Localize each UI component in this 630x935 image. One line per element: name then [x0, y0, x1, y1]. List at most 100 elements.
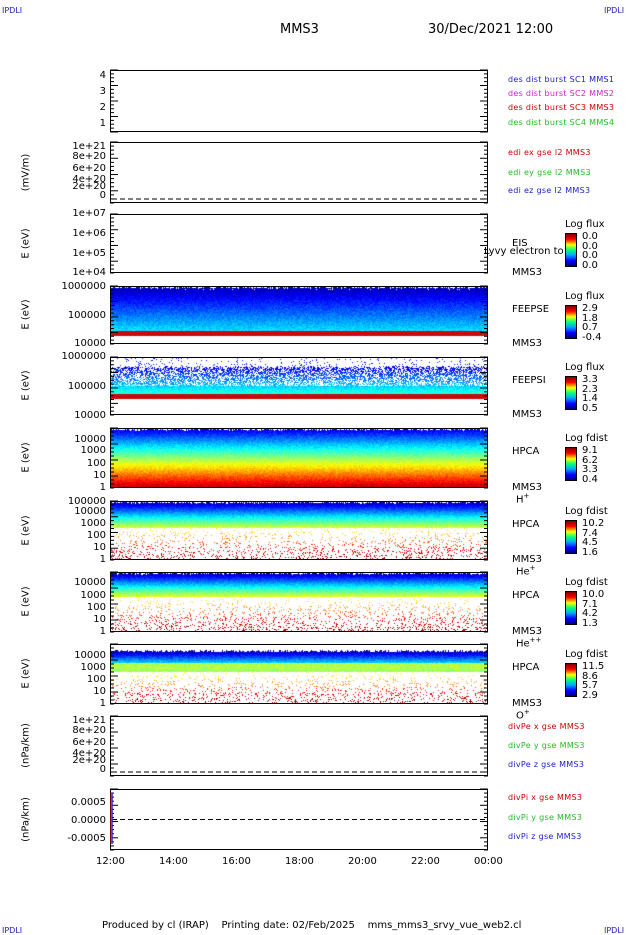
colorbar-value: 2.9: [582, 689, 598, 701]
colorbar-value: 7.4: [582, 527, 598, 539]
y-axis-label: (mV/m): [20, 153, 32, 191]
y-axis-label: (nPa/km): [20, 796, 32, 842]
y-tick-label: 100000: [67, 310, 106, 321]
y-tick-label: 10: [93, 614, 106, 625]
y-tick-label: 0.0005: [71, 797, 106, 808]
y-axis-label: E (eV): [20, 299, 32, 330]
colorbar-title: Log fdist: [565, 649, 608, 660]
plot-panel-divpe: [110, 716, 488, 776]
colorbar-value: 1.3: [582, 617, 598, 629]
plot-panel-hpca-hepp: [110, 572, 488, 632]
colorbar-value: 10.2: [582, 518, 605, 529]
colorbar-value: 0.5: [582, 402, 598, 414]
legend-entry: edi ez gse l2 MMS3: [508, 186, 591, 195]
colorbar-value: 0.4: [582, 473, 598, 485]
y-tick-label: 1e+21: [72, 141, 106, 152]
datetime-title: 30/Dec/2021 12:00: [428, 22, 554, 37]
colorbar-value: 6.2: [582, 454, 598, 466]
y-tick-label: 10: [93, 686, 106, 697]
colorbar-value: 3.3: [582, 374, 598, 385]
y-tick-label: 4e+20: [72, 174, 106, 185]
colorbar-title: Log flux: [565, 219, 605, 230]
spectrogram-feepsi: [111, 358, 487, 414]
x-tick-label: 14:00: [159, 856, 188, 867]
y-tick-label: 1e+07: [72, 208, 106, 219]
y-axis-label: E (eV): [20, 227, 32, 259]
y-tick-label: 1e+21: [72, 715, 106, 726]
plot-panel-hpca-o: [110, 644, 488, 704]
species-label: He++: [516, 636, 542, 650]
plot-panel-feepse: [110, 286, 488, 344]
colorbar-value: 0.0: [582, 240, 598, 252]
legend-entry: divPi x gse MMS3: [508, 793, 583, 802]
x-tick-label: 20:00: [348, 856, 377, 867]
colorbar-value: 3.3: [582, 464, 598, 475]
spectrogram-hpca-o: [111, 645, 487, 703]
colorbar-title: Log flux: [565, 362, 605, 373]
legend-entry: divPe y gse MMS3: [508, 741, 585, 750]
legend-entry: divPi z gse MMS3: [508, 832, 582, 841]
x-tick-label: 18:00: [285, 856, 314, 867]
y-axis-label: E (eV): [20, 658, 32, 689]
spacecraft-name: MMS3: [512, 267, 542, 278]
footer-credit: Produced by cl (IRAP) Printing date: 02/…: [102, 920, 522, 931]
colorbar: [565, 447, 577, 481]
y-tick-label: 10000: [74, 434, 106, 445]
spectrogram-hpca-he: [111, 502, 487, 559]
instrument-name: FEEPSI: [512, 375, 546, 386]
colorbar-title: Log fdist: [565, 577, 608, 588]
y-tick-label: 100: [86, 458, 106, 469]
y-axis-label: E (eV): [20, 442, 32, 473]
y-tick-label: 1: [99, 554, 106, 565]
colorbar-value: 10.0: [582, 589, 605, 600]
y-tick-label: 1000: [80, 662, 106, 673]
instrument-name: FEEPSE: [512, 304, 550, 315]
y-tick-label: 100000: [67, 381, 106, 392]
y-tick-label: 1: [99, 482, 106, 493]
colorbar-title: Log fdist: [565, 433, 608, 444]
colorbar-value: 11.5: [582, 661, 605, 672]
colorbar-value: 1.8: [582, 312, 598, 324]
plot-panel-divpi: [110, 789, 488, 850]
colorbar: [565, 305, 577, 339]
y-tick-label: 0: [99, 764, 106, 775]
y-tick-label: 8e+20: [72, 725, 106, 736]
plot-panel-feepsi: [110, 357, 488, 415]
instrument-name: HPCA: [512, 590, 540, 601]
instrument-name: HPCA: [512, 519, 540, 530]
y-tick-label: 1: [99, 626, 106, 637]
y-tick-label: 2e+20: [72, 755, 106, 766]
species-label: O+: [516, 708, 530, 722]
y-tick-label: 10000: [74, 506, 106, 517]
colorbar-value: 2.9: [582, 303, 598, 314]
colorbar-value: 2.3: [582, 383, 598, 395]
species-label: He+: [516, 564, 536, 578]
y-tick-label: 1: [99, 118, 106, 129]
y-tick-label: 10000: [74, 338, 106, 349]
corner-label-bottom-left: IPDLI: [2, 926, 23, 935]
y-tick-label: 10000: [74, 577, 106, 588]
legend-entry: des dist burst SC1 MMS1: [508, 75, 615, 84]
plot-panel-des-dist: [110, 70, 488, 132]
y-tick-label: 10: [93, 470, 106, 481]
legend-entry: divPe z gse MMS3: [508, 760, 585, 769]
spectrogram-hpca-hepp: [111, 573, 487, 631]
y-tick-label: 8e+20: [72, 151, 106, 162]
legend-entry: des dist burst SC2 MMS2: [508, 89, 615, 98]
y-tick-label: 100: [86, 674, 106, 685]
y-tick-label: 1e+04: [72, 267, 106, 278]
spacecraft-name: MMS3: [512, 554, 542, 565]
colorbar-value: 0.0: [582, 231, 598, 242]
legend-entry: des dist burst SC4 MMS4: [508, 118, 615, 127]
colorbar-value: 4.2: [582, 608, 598, 619]
plot-panel-hpca-he: [110, 501, 488, 560]
spacecraft-title: MMS3: [280, 22, 319, 37]
y-axis-label: E (eV): [20, 370, 32, 401]
y-tick-label: 10000: [74, 410, 106, 421]
y-tick-label: 1000000: [61, 281, 106, 292]
colorbar: [565, 591, 577, 625]
colorbar-value: 9.1: [582, 445, 598, 456]
y-tick-label: 6e+20: [72, 163, 106, 174]
y-tick-label: 1e+06: [72, 228, 106, 239]
y-tick-label: -0.0005: [67, 833, 106, 844]
